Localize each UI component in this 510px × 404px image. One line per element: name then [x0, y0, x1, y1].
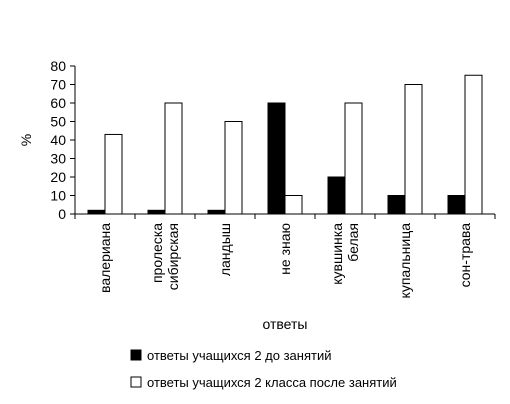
- x-tick-label: кувшинка: [329, 223, 345, 285]
- bar-s1-c1: [87, 209, 106, 215]
- bar-s2-c7: [464, 74, 483, 215]
- bar-s1-c6: [387, 195, 406, 215]
- bar-s2-c5: [344, 102, 363, 215]
- x-tick-label: купальница: [397, 223, 413, 299]
- y-tick-label: 70: [50, 77, 66, 93]
- y-tick-label: 30: [50, 151, 66, 167]
- bar-s1-c2: [147, 209, 166, 215]
- x-axis-title: ответы: [263, 316, 308, 332]
- x-tick-label: сон-трава: [457, 223, 473, 288]
- legend-swatch: [130, 376, 142, 388]
- bars: [87, 74, 483, 215]
- legend-label: ответы учащихся 2 до занятий: [147, 348, 332, 363]
- bar-s2-c3: [224, 121, 243, 215]
- x-axis: валериана пролеска сибирская ландыш не знаю к…: [74, 213, 496, 299]
- y-tick-label: 40: [50, 132, 66, 148]
- y-tick-label: 0: [58, 206, 66, 222]
- bar-s1-c3: [207, 209, 226, 215]
- x-tick-label: ландыш: [217, 223, 233, 276]
- bar-s1-c4: [267, 102, 286, 215]
- bar-s2-c4: [284, 195, 303, 215]
- y-tick-label: 20: [50, 169, 66, 185]
- x-tick-label: сибирская: [165, 223, 181, 290]
- legend: ответы учащихся 2 до занятий ответы учащи…: [130, 348, 397, 390]
- x-tick-label: белая: [345, 223, 361, 262]
- y-tick-label: 80: [50, 58, 66, 74]
- y-tick-label: 50: [50, 114, 66, 130]
- bar-s2-c2: [164, 102, 183, 215]
- y-axis-title: %: [18, 134, 34, 146]
- bar-s1-c7: [447, 195, 466, 215]
- x-tick-label: не знаю: [277, 223, 293, 275]
- x-tick-label: пролеска: [149, 223, 165, 283]
- y-tick-label: 60: [50, 95, 66, 111]
- bar-s2-c6: [404, 84, 423, 215]
- bar-s2-c1: [104, 133, 123, 215]
- bar-s1-c5: [327, 176, 346, 215]
- x-tick-label: валериана: [97, 223, 113, 293]
- legend-label: ответы учащихся 2 класса после занятий: [147, 375, 397, 390]
- y-tick-label: 10: [50, 188, 66, 204]
- legend-swatch: [130, 349, 142, 361]
- y-axis: 0 10 20 30 40 50 60 70 80: [50, 58, 76, 222]
